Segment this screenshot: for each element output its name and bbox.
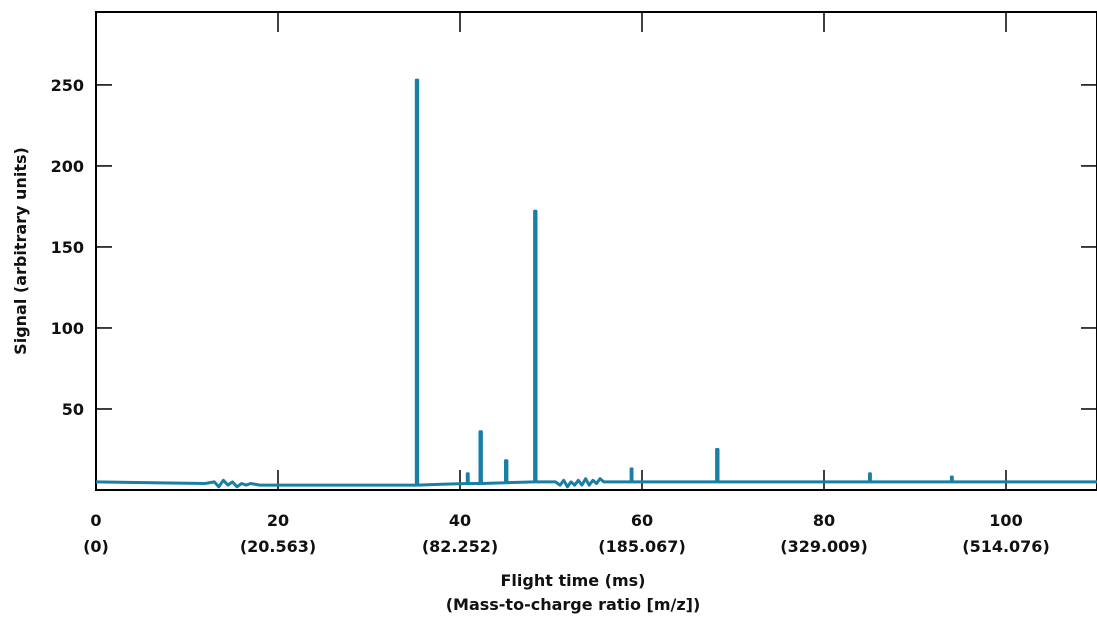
x-tick-sublabel-5: (514.076): [962, 537, 1050, 556]
x-tick-label-1: 20: [267, 511, 289, 530]
x-tick-sublabel-4: (329.009): [780, 537, 868, 556]
x-tick-sublabel-2: (82.252): [422, 537, 498, 556]
y-tick-label-0: 50: [62, 400, 84, 419]
x-tick-sublabel-3: (185.067): [598, 537, 686, 556]
y-axis-title: Signal (arbitrary units): [11, 147, 30, 355]
x-tick-label-5: 100: [989, 511, 1022, 530]
y-tick-label-2: 150: [51, 238, 84, 257]
x-axis-ticks: 0 (0) 20 (20.563) 40 (82.252) 60 (185.067) 80 (32…: [83, 12, 1050, 556]
x-tick-label-3: 60: [631, 511, 653, 530]
x-tick-label-4: 80: [813, 511, 835, 530]
y-tick-label-3: 200: [51, 157, 84, 176]
x-axis-title: Flight time (ms): [500, 571, 645, 590]
x-tick-sublabel-0: (0): [83, 537, 109, 556]
y-tick-label-4: 250: [51, 76, 84, 95]
y-tick-label-1: 100: [51, 319, 84, 338]
x-tick-sublabel-1: (20.563): [240, 537, 316, 556]
plot-area-frame: [95, 11, 1097, 491]
y-axis-ticks: 50 100 150 200 250: [51, 76, 1097, 419]
x-tick-label-2: 40: [449, 511, 471, 530]
x-axis-subtitle: (Mass-to-charge ratio [m/z]): [446, 595, 701, 614]
x-tick-label-0: 0: [90, 511, 101, 530]
signal-series-line: [95, 78, 1097, 489]
